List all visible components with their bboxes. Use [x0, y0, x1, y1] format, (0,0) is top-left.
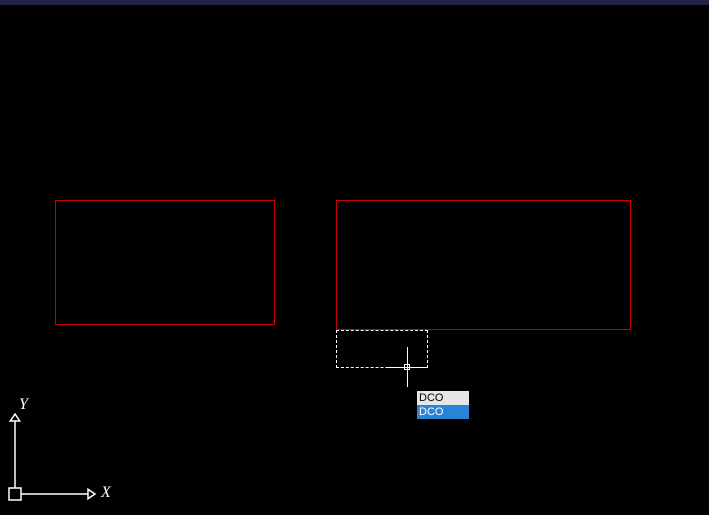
- cad-viewport[interactable]: DCODCO X Y: [0, 0, 709, 515]
- ucs-icon[interactable]: [5, 404, 105, 504]
- command-autocomplete-popup[interactable]: DCODCO: [416, 390, 470, 420]
- selection-rubberband: [336, 330, 428, 368]
- ucs-x-label: X: [101, 484, 111, 502]
- drawing-rectangle-2[interactable]: [336, 200, 631, 330]
- crosshair-pickbox: [404, 364, 410, 370]
- autocomplete-item[interactable]: DCO: [417, 391, 469, 405]
- autocomplete-item-selected[interactable]: DCO: [417, 405, 469, 419]
- titlebar-strip: [0, 0, 709, 5]
- drawing-rectangle-1[interactable]: [55, 200, 275, 325]
- ucs-y-label: Y: [19, 396, 28, 414]
